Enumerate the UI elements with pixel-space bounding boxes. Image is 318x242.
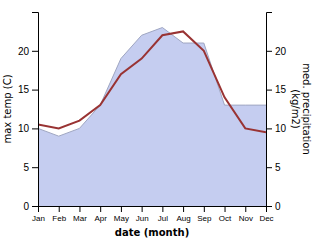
tick-label: Mar xyxy=(73,214,87,223)
x-label: date (month) xyxy=(115,227,189,238)
tick-mark xyxy=(245,206,246,212)
tick: 5 xyxy=(266,162,281,173)
tick: 5 xyxy=(23,162,38,173)
precip-edge xyxy=(38,28,266,137)
tick: 0 xyxy=(266,201,281,212)
tick-label: 0 xyxy=(23,201,29,212)
tick-mark xyxy=(32,90,38,91)
tick: 15 xyxy=(18,84,38,95)
tick-mark xyxy=(32,51,38,52)
tick: Jun xyxy=(136,206,149,223)
x-axis: Jan Feb Mar Apr May Jun Jul Aug Sep Oct Nov Dec xyxy=(32,206,274,223)
tick-label: Jul xyxy=(158,214,168,223)
marks xyxy=(38,28,266,206)
tick-label: Jun xyxy=(136,214,149,223)
tick: Dec xyxy=(259,206,273,223)
tick-mark xyxy=(266,51,272,52)
plot: JanFebMarAprMayJunJulAugSepOctNovDec0510… xyxy=(18,13,287,223)
tick: Mar xyxy=(73,206,87,223)
tick: Sep xyxy=(197,206,212,223)
tick-mark xyxy=(204,206,205,212)
tick-mark xyxy=(32,206,38,207)
tick-mark xyxy=(183,206,184,212)
tick-label: Aug xyxy=(176,214,190,223)
tick-label: 15 xyxy=(18,84,30,95)
y-label: max temp (C) xyxy=(2,74,13,143)
tick-label: Dec xyxy=(259,214,273,223)
tick-mark xyxy=(266,206,272,207)
tick: 10 xyxy=(266,123,287,134)
axis-line xyxy=(267,13,273,207)
tick: Feb xyxy=(52,206,66,223)
tick-label: Nov xyxy=(239,214,253,223)
tick-label: Jan xyxy=(32,214,45,223)
tick-label: Sep xyxy=(197,214,212,223)
tick-label: 20 xyxy=(275,46,287,57)
y2-label-line: (kg/m2) xyxy=(290,89,301,129)
axis-line xyxy=(32,13,39,207)
tick: Oct xyxy=(219,206,232,223)
tick: 10 xyxy=(18,123,38,134)
tick: 20 xyxy=(18,46,38,57)
tick-mark xyxy=(162,206,163,212)
tick: Aug xyxy=(176,206,190,223)
tick-mark xyxy=(32,128,38,129)
tick: 20 xyxy=(266,46,287,57)
tick: Jul xyxy=(158,206,168,223)
tick-mark xyxy=(142,206,143,212)
tick: 0 xyxy=(23,201,38,212)
tick-label: 20 xyxy=(18,46,30,57)
tick-label: May xyxy=(114,214,129,223)
temp-line xyxy=(38,31,266,132)
precip-area xyxy=(38,28,266,206)
y2-axis: 0 5 10 15 20 xyxy=(266,13,287,212)
tick-label: Oct xyxy=(219,214,232,223)
y2-label-line: med. precipitation xyxy=(301,63,312,155)
tick-mark xyxy=(266,167,272,168)
tick-label: 5 xyxy=(275,162,281,173)
tick-label: Feb xyxy=(52,214,66,223)
tick-mark xyxy=(32,167,38,168)
tick: Apr xyxy=(94,206,107,223)
tick: 15 xyxy=(266,84,287,95)
tick-label: Apr xyxy=(94,214,107,223)
tick-label: 10 xyxy=(18,123,30,134)
tick-label: 0 xyxy=(275,201,281,212)
tick: Nov xyxy=(239,206,253,223)
tick-mark xyxy=(225,206,226,212)
tick-label: 10 xyxy=(275,123,287,134)
y2-label: med. precipitation(kg/m2) xyxy=(290,63,312,155)
chart: JanFebMarAprMayJunJulAugSepOctNovDec0510… xyxy=(0,0,318,242)
tick-label: 15 xyxy=(275,84,287,95)
tick-mark xyxy=(59,206,60,212)
tick-mark xyxy=(100,206,101,212)
tick-label: 5 xyxy=(23,162,29,173)
tick-mark xyxy=(79,206,80,212)
y-axis: 0 5 10 15 20 xyxy=(18,13,39,212)
tick: Jan xyxy=(32,206,45,223)
tick: May xyxy=(114,206,129,223)
tick-mark xyxy=(266,90,272,91)
tick-mark xyxy=(266,128,272,129)
tick-mark xyxy=(121,206,122,212)
axis-line xyxy=(39,207,267,213)
